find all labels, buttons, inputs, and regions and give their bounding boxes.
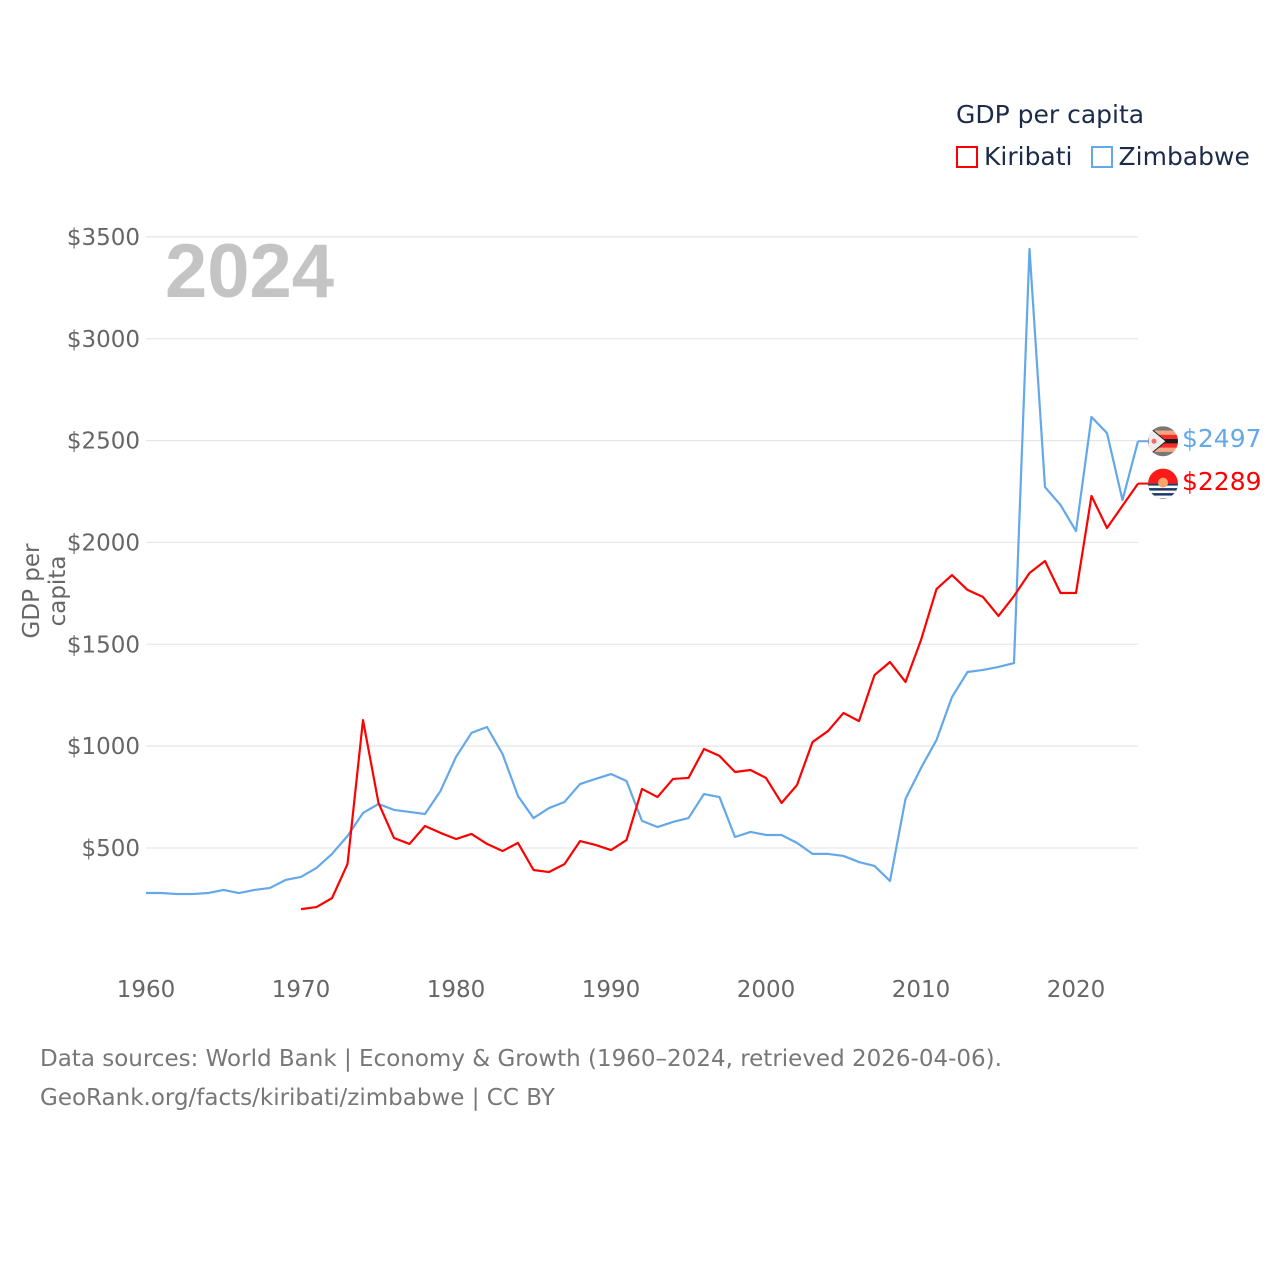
- legend-swatch-kiribati: [956, 145, 978, 168]
- legend-label-kiribati: Kiribati: [984, 142, 1073, 171]
- footer-attribution[interactable]: GeoRank.org/facts/kiribati/zimbabwe | CC…: [40, 1085, 555, 1111]
- x-tick-label: 1970: [272, 977, 331, 1003]
- kiribati-flag-icon: [1148, 468, 1178, 499]
- end-value-kiribati: $2289: [1182, 467, 1262, 496]
- flag-wave: [1148, 495, 1178, 499]
- legend-title: GDP per capita: [956, 100, 1145, 129]
- series-line-kiribati: [300, 482, 1139, 911]
- flag-stripe: [1148, 443, 1178, 449]
- y-tick-label: $2500: [67, 429, 140, 455]
- x-tick-label: 1980: [427, 977, 486, 1003]
- y-tick-label: $2000: [67, 530, 140, 556]
- x-tick-label: 2000: [737, 977, 796, 1003]
- x-tick-label: 2010: [892, 977, 951, 1003]
- flag-stripe: [1148, 434, 1178, 440]
- x-tick-label: 2020: [1047, 977, 1106, 1003]
- end-value-zimbabwe: $2497: [1182, 424, 1262, 453]
- flag-wave: [1148, 490, 1178, 494]
- footer-sources: Data sources: World Bank | Economy & Gro…: [40, 1046, 1002, 1072]
- legend-swatch-zimbabwe: [1090, 145, 1113, 168]
- flag-stripe: [1148, 451, 1178, 457]
- legend-label-zimbabwe: Zimbabwe: [1118, 142, 1250, 171]
- y-tick-label: $1500: [67, 632, 140, 658]
- flag-stripe: [1148, 430, 1178, 436]
- y-tick-label: $1000: [67, 734, 140, 760]
- y-tick-label: $3500: [67, 225, 140, 251]
- flag-triangle: [1148, 426, 1167, 457]
- flag-stripe: [1148, 426, 1178, 431]
- series-line-zimbabwe: [146, 247, 1140, 896]
- legend-item-zimbabwe[interactable]: Zimbabwe: [1090, 142, 1250, 171]
- y-tick-label: $3000: [67, 327, 140, 353]
- legend: Kiribati Zimbabwe: [956, 142, 1250, 171]
- x-tick-label: 1960: [117, 977, 176, 1003]
- flag-body: [1148, 426, 1178, 457]
- legend-item-kiribati[interactable]: Kiribati: [956, 142, 1073, 171]
- x-tick-label: 1990: [582, 977, 641, 1003]
- flag-sun: [1158, 477, 1168, 488]
- year-watermark: 2024: [165, 229, 335, 314]
- flag-star: [1151, 438, 1157, 444]
- y-axis-label: GDP per capita: [19, 543, 71, 639]
- y-tick-label: $500: [81, 836, 140, 862]
- flag-red: [1148, 468, 1178, 484]
- flag-body: [1148, 468, 1178, 499]
- zimbabwe-flag-icon: [1148, 426, 1178, 457]
- flag-stripe: [1148, 447, 1178, 453]
